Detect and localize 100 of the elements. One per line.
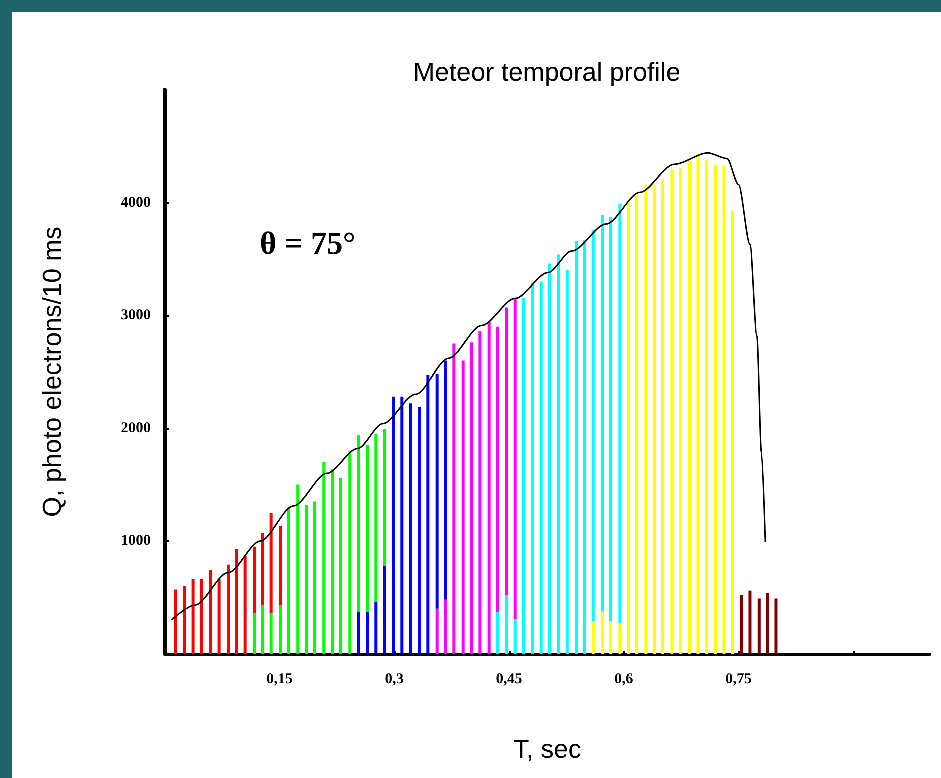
x-tick-label: 0,15 [266,672,293,688]
bar [540,282,543,654]
bar [696,154,700,654]
bar [774,598,778,654]
bar [514,619,517,654]
bar [592,230,595,622]
bar [174,590,178,654]
bar [496,326,500,612]
bar [270,613,273,654]
bar [478,331,482,654]
bar [522,298,526,654]
bar [374,434,378,602]
bar [374,602,378,654]
bar [618,624,622,654]
y-tick-label: 2000 [121,420,151,436]
bar [287,508,290,654]
y-tick-label: 1000 [121,533,151,550]
bar [748,590,752,654]
bar [331,469,334,654]
bar [418,406,422,654]
bar [253,613,256,654]
bar [357,612,360,654]
bar [322,462,326,654]
bar [566,270,569,654]
bar [279,526,282,606]
bar [444,360,448,600]
bar [313,502,316,654]
bar [601,215,604,612]
bar [462,360,465,654]
bar [505,595,508,654]
x-tick-label: 0,3 [385,672,404,688]
bar [383,430,386,566]
bar [348,450,352,654]
bar [679,168,682,654]
bar [705,160,708,654]
bar [426,375,430,654]
bar [505,308,508,596]
bar [470,342,474,654]
x-tick-label: 0,6 [614,672,634,688]
bar [609,621,612,654]
line-series [171,152,766,621]
bar [436,374,439,609]
bar [209,570,212,654]
bar [218,580,221,654]
y-tick-label: 4000 [121,194,151,211]
bar [488,322,491,654]
bar [644,184,648,654]
chart-title: Meteor temporal profile [413,57,681,87]
bar [366,445,370,612]
bar [383,566,386,654]
bar [670,168,674,654]
bar [261,533,264,606]
bar [618,204,622,624]
bar [366,612,370,654]
bar [409,404,412,654]
bar [731,210,734,654]
bar [444,600,448,654]
bar [200,580,204,654]
bar [722,166,726,654]
bar [261,605,264,654]
bar [392,396,396,654]
bar [627,202,630,654]
bar [514,298,517,620]
bar [531,282,534,654]
bar [436,608,439,654]
bar [557,254,560,654]
bar [575,241,578,654]
bar [183,586,186,654]
bar [279,605,282,654]
bar [758,598,761,654]
bar [688,161,692,654]
bar [609,217,612,622]
bar [592,621,595,654]
bar [548,264,552,654]
bar [496,612,500,654]
bar [192,580,195,654]
bar [662,179,665,654]
x-tick-label: 0,75 [726,672,752,688]
annotation: θ = 75° [260,225,356,261]
y-tick-label: 3000 [121,308,151,324]
bar [452,344,456,654]
y-axis-title: Q, photo electrons/10 ms [37,226,67,518]
bar [244,556,247,654]
bar [601,611,604,654]
bar [400,396,404,654]
bar [636,194,639,654]
x-tick-label: 0,45 [496,672,522,688]
bar [305,505,308,654]
x-axis-title: T, sec [514,734,582,764]
bar [714,166,718,654]
bar [226,564,230,654]
bar [339,478,342,654]
bar [253,546,256,614]
bar [235,549,238,654]
bar [357,435,360,612]
bar [583,240,586,654]
bar [766,593,770,654]
bar [270,513,273,614]
bar [740,595,744,654]
bar [653,184,656,654]
